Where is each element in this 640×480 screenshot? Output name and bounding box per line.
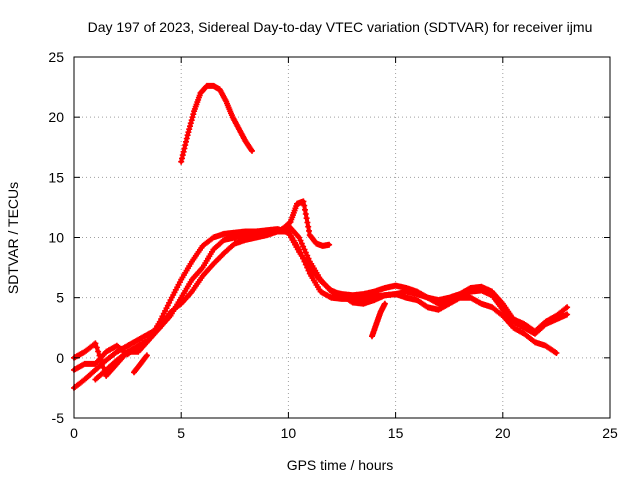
series-5-trace xyxy=(282,199,332,248)
x-tick-label: 5 xyxy=(177,425,185,441)
x-tick-label: 10 xyxy=(281,425,297,441)
axis-ticks: 0 5 10 15 20 25 -5 0 5 10 15 20 25 xyxy=(48,49,618,441)
y-tick-label: 20 xyxy=(48,109,64,125)
x-tick-label: 25 xyxy=(602,425,618,441)
series-6-trace xyxy=(132,353,149,375)
series-3-trace xyxy=(72,227,559,378)
series-7 xyxy=(369,300,388,340)
series-8-trace xyxy=(93,343,141,382)
series-7-trace xyxy=(370,301,387,339)
y-tick-label: 0 xyxy=(56,350,64,366)
series-4 xyxy=(178,82,255,165)
series-4-trace xyxy=(179,83,254,164)
chart-title: Day 197 of 2023, Sidereal Day-to-day VTE… xyxy=(88,19,593,35)
y-tick-label: 5 xyxy=(56,290,64,306)
x-tick-label: 0 xyxy=(70,425,78,441)
x-tick-label: 15 xyxy=(388,425,404,441)
x-axis-label: GPS time / hours xyxy=(287,457,394,473)
y-axis-label: SDTVAR / TECUs xyxy=(5,182,21,294)
series-8 xyxy=(92,342,142,383)
x-tick-label: 20 xyxy=(495,425,511,441)
y-tick-label: 10 xyxy=(48,230,64,246)
y-tick-label: 15 xyxy=(48,169,64,185)
y-tick-label: 25 xyxy=(48,49,64,65)
y-tick-label: -5 xyxy=(52,410,65,426)
series-5 xyxy=(281,198,333,249)
series-6 xyxy=(131,352,150,376)
